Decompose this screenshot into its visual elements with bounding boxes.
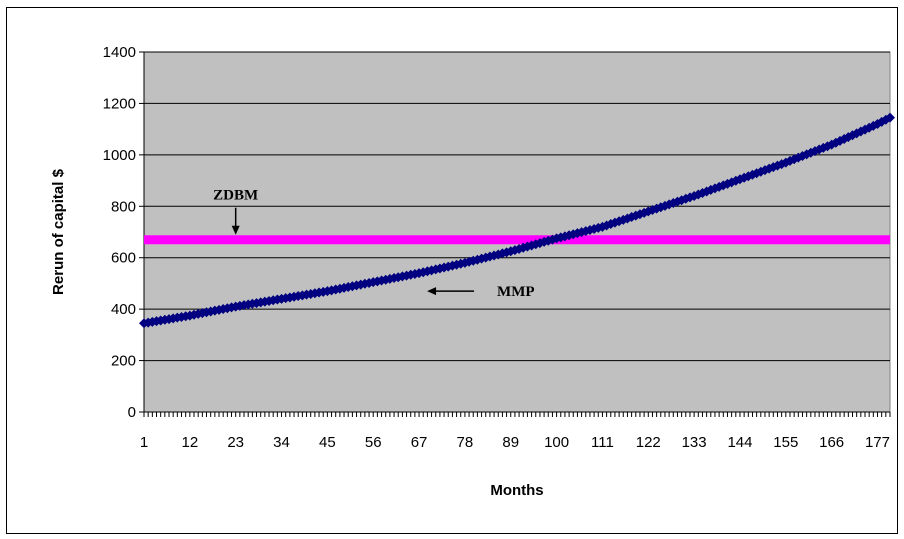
x-axis-ticks: 1 12 23 34 45 56 67 78 89 100 111 122 133 144 155 166 17… [140, 412, 891, 451]
x-tick-label: 34 [273, 434, 290, 451]
annotation-zdbm-label: ZDBM [213, 188, 258, 204]
x-tick-label: 144 [727, 434, 752, 451]
annotations: ZDBM MMP [213, 188, 534, 300]
series-mmp-point [855, 126, 866, 137]
x-tick-label: 177 [865, 434, 890, 451]
series-mmp-point [885, 112, 895, 123]
plot-area [143, 51, 891, 413]
annotation-zdbm-arrowhead [231, 225, 240, 235]
x-tick-label: 100 [544, 434, 569, 451]
x-tick-label: 23 [227, 434, 244, 451]
y-tick-label: 0 [128, 404, 136, 421]
x-tick-label: 166 [819, 434, 844, 451]
series-mmp-point [468, 255, 479, 266]
x-tick-label: 133 [682, 434, 707, 451]
series-layer [139, 112, 895, 329]
y-tick-label: 400 [111, 301, 136, 318]
x-tick-label: 111 [591, 434, 614, 451]
y-tick-label: 800 [111, 198, 136, 215]
annotation-mmp-label: MMP [497, 284, 534, 300]
y-tick-label: 600 [111, 250, 136, 267]
x-axis-title: Months [490, 482, 543, 499]
gridlines [144, 51, 890, 362]
y-tick-label: 200 [111, 353, 136, 370]
x-tick-label: 78 [457, 434, 474, 451]
y-tick-label: 1400 [103, 44, 136, 61]
x-tick-label: 45 [319, 434, 336, 451]
x-tick-label: 12 [181, 434, 198, 451]
y-tick-label: 1000 [103, 147, 136, 164]
series-mmp-point [480, 252, 491, 263]
x-tick-label: 122 [636, 434, 661, 451]
annotation-mmp-arrowhead [427, 287, 437, 296]
x-tick-label: 89 [502, 434, 519, 451]
y-axis-ticks: 0 200 400 600 800 1000 1200 1400 [103, 44, 144, 421]
y-tick-label: 1200 [103, 95, 136, 112]
axes [143, 52, 890, 413]
x-tick-label: 56 [365, 434, 382, 451]
x-tick-label: 1 [140, 434, 148, 451]
x-tick-label: 155 [773, 434, 798, 451]
x-tick-label: 67 [411, 434, 428, 451]
y-axis-title: Rerun of capital $ [50, 168, 67, 295]
